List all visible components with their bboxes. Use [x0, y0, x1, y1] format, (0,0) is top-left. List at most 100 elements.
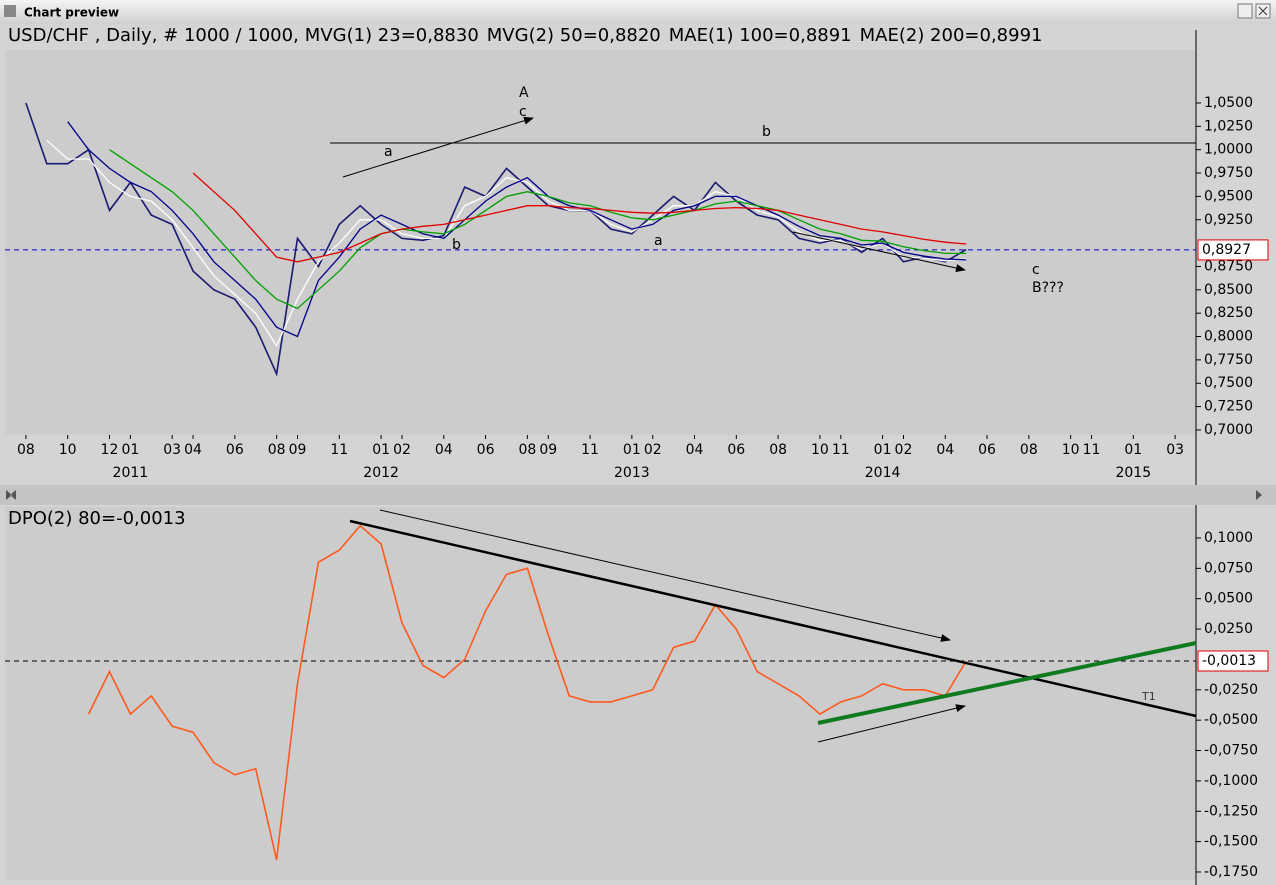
legend-entry: MAE(2) 200=0,8991	[860, 25, 1043, 46]
resistance-line	[349, 519, 1197, 718]
year-label: 2014	[865, 465, 901, 481]
annotation: b	[762, 124, 771, 140]
x-tick-label: 08	[769, 442, 787, 458]
x-tick-label: 03	[1166, 442, 1184, 458]
annotation: a	[654, 233, 663, 249]
annotation: a	[384, 144, 393, 160]
annotation: A	[519, 85, 529, 101]
y-tick-label: 1,0250	[1204, 118, 1253, 134]
trend-lines	[330, 116, 1197, 743]
x-tick-label: 04	[435, 442, 453, 458]
y-tick-label: 0,0750	[1204, 560, 1253, 576]
chart-title: USD/CHF , Daily, # 1000 / 1000,	[8, 25, 299, 46]
x-tick-label: 06	[477, 442, 495, 458]
last-value-label: -0,0013	[1202, 653, 1256, 669]
y-tick-label: 0,1000	[1204, 530, 1253, 546]
series-line	[87, 524, 967, 860]
support-line	[817, 641, 1197, 725]
series-line	[192, 172, 967, 263]
annotation: b	[452, 237, 461, 253]
x-tick-label: 12	[101, 442, 119, 458]
last-value-label: 0,8927	[1202, 242, 1251, 258]
last-value-box	[1197, 650, 1269, 672]
last-value-box	[1197, 239, 1269, 261]
series-line	[25, 102, 967, 377]
x-tick-label: 06	[978, 442, 996, 458]
x-tick-label: 08	[268, 442, 286, 458]
y-tick-label: 0,9250	[1204, 212, 1253, 228]
y-tick-label: -0,0250	[1204, 682, 1258, 698]
trend-arrow	[379, 509, 951, 642]
x-tick-label: 11	[832, 442, 850, 458]
y-tick-label: 0,7250	[1204, 399, 1253, 415]
window-title: Chart preview	[24, 6, 119, 20]
price-plot-area	[5, 50, 1196, 435]
y-tick-label: 0,8750	[1204, 258, 1253, 274]
x-tick-label: 02	[895, 442, 913, 458]
x-tick-label: 02	[644, 442, 662, 458]
x-tick-label: 10	[59, 442, 77, 458]
window-icon	[4, 5, 16, 17]
annotation: c	[519, 104, 527, 120]
annotation: c	[1032, 262, 1040, 278]
y-tick-label: 0,7500	[1204, 375, 1253, 391]
trend-arrow	[342, 116, 534, 178]
year-label: 2013	[614, 465, 650, 481]
x-tick-label: 10	[811, 442, 829, 458]
y-tick-label: 0,0500	[1204, 591, 1253, 607]
y-tick-label: -0,1500	[1204, 834, 1258, 850]
x-tick-label: 01	[1124, 442, 1142, 458]
y-tick-label: 0,8000	[1204, 329, 1253, 345]
y-tick-label: 0,7000	[1204, 422, 1253, 438]
year-label: 2011	[113, 465, 149, 481]
x-tick-label: 11	[1083, 442, 1101, 458]
y-tick-label: 0,7750	[1204, 352, 1253, 368]
x-tick-label: 08	[1020, 442, 1038, 458]
legend-entry: MAE(1) 100=0,8891	[669, 25, 852, 46]
legend-entry: MVG(2) 50=0,8820	[487, 25, 661, 46]
close-icon	[1258, 6, 1268, 16]
x-tick-label: 08	[17, 442, 35, 458]
y-tick-label: -0,1750	[1204, 864, 1258, 880]
y-tick-label: -0,1000	[1204, 773, 1258, 789]
trend-arrow	[792, 231, 966, 272]
x-tick-label: 10	[1062, 442, 1080, 458]
legend-entry: MVG(1) 23=0,8830	[305, 25, 479, 46]
x-tick-label: 01	[121, 442, 139, 458]
annotation: T1	[1141, 690, 1156, 703]
x-tick-label: 01	[623, 442, 641, 458]
series-line	[67, 121, 967, 338]
series-line	[109, 149, 967, 310]
x-tick-label: 01	[874, 442, 892, 458]
x-tick-label: 04	[184, 442, 202, 458]
title-bar	[0, 0, 1276, 24]
annotation: B???	[1032, 280, 1064, 296]
chart-title: DPO(2) 80=-0,0013	[8, 508, 186, 529]
x-tick-label: 08	[518, 442, 536, 458]
y-tick-label: -0,0750	[1204, 743, 1258, 759]
x-tick-label: 06	[226, 442, 244, 458]
x-tick-label: 09	[289, 442, 307, 458]
x-tick-label: 06	[727, 442, 745, 458]
x-tick-label: 01	[372, 442, 390, 458]
y-tick-label: 0,8500	[1204, 282, 1253, 298]
minimize-button[interactable]	[1237, 3, 1253, 19]
series-line	[46, 139, 967, 348]
x-tick-label: 04	[686, 442, 704, 458]
x-tick-label: 02	[393, 442, 411, 458]
x-tick-label: 11	[581, 442, 599, 458]
panel-divider[interactable]	[0, 485, 1276, 505]
x-tick-label: 11	[330, 442, 348, 458]
y-tick-label: 0,0250	[1204, 621, 1253, 637]
y-tick-label: -0,0500	[1204, 712, 1258, 728]
year-label: 2012	[363, 465, 399, 481]
year-label: 2015	[1115, 465, 1151, 481]
y-tick-label: 0,9500	[1204, 188, 1253, 204]
dpo-panel: 0,1000 0,0750 0,0500 0,0250 -0,0250 -0,0500 -0…	[5, 508, 1269, 880]
y-tick-label: 0,9750	[1204, 165, 1253, 181]
x-tick-label: 09	[539, 442, 557, 458]
y-tick-label: 1,0500	[1204, 95, 1253, 111]
y-tick-label: 1,0000	[1204, 142, 1253, 158]
price-panel: 1,0500 1,0250 1,0000 0,9750 0,9500 0,9250 0,87…	[5, 25, 1269, 481]
